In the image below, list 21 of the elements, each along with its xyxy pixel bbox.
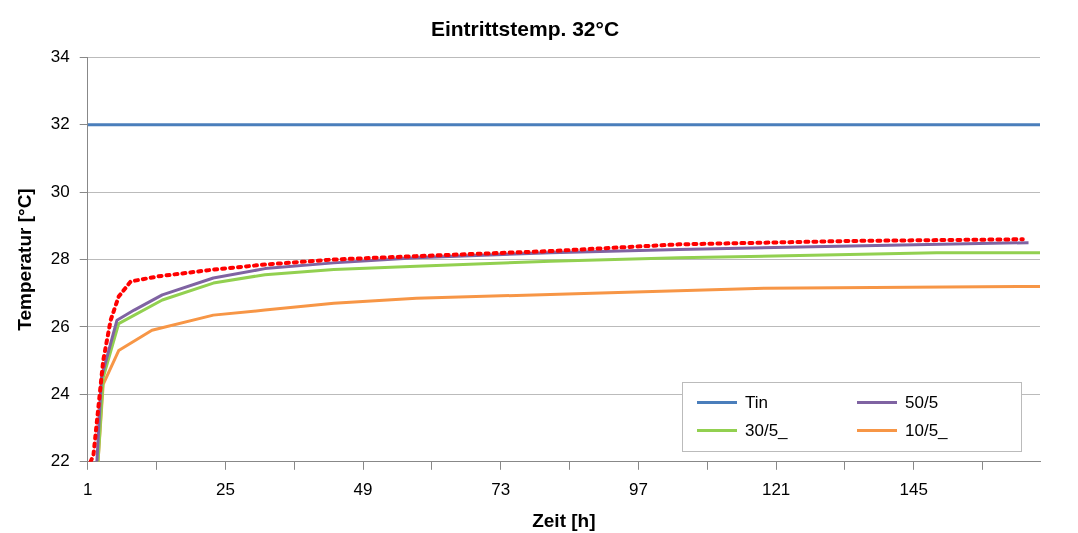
x-tick-label: 97 (628, 479, 648, 499)
x-tick-label: 49 (353, 479, 373, 499)
y-tick-label: 28 (50, 249, 70, 269)
x-tick-label: 121 (761, 479, 791, 499)
y-tick-label: 26 (50, 316, 70, 336)
x-tick-label: 145 (899, 479, 928, 499)
y-tick-label: 30 (50, 181, 70, 201)
x-tick-label: 1 (82, 479, 93, 499)
chart-title: Eintrittstemp. 32°C (430, 17, 620, 41)
legend-label: 10/5_ (905, 420, 948, 441)
y-axis-title: Temperatur [°C] (13, 188, 35, 331)
y-tick-label: 32 (50, 114, 70, 134)
y-tick-label: 22 (50, 451, 70, 471)
legend-label: 30/5_ (745, 420, 788, 441)
legend-label: 50/5 (905, 392, 939, 413)
legend-label: Tin (745, 392, 768, 413)
x-tick-label: 25 (215, 479, 235, 499)
y-tick-label: 24 (50, 384, 70, 404)
y-tick-label: 34 (50, 46, 70, 66)
x-tick-label: 73 (491, 479, 511, 499)
x-axis-title: Zeit [h] (532, 509, 596, 531)
